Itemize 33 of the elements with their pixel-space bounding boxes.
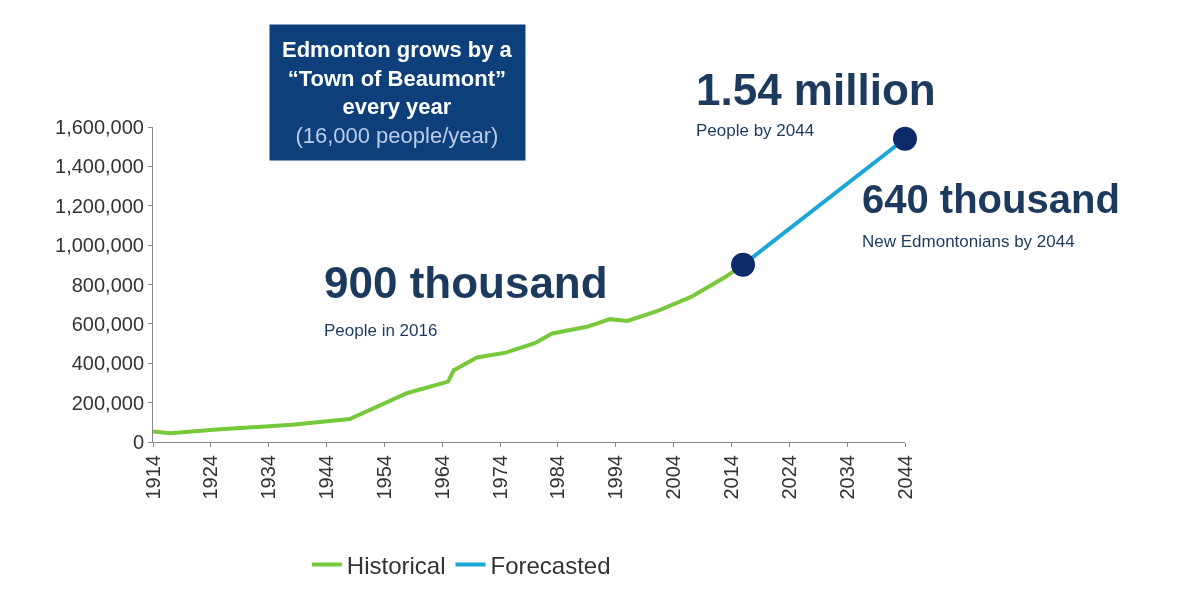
y-tick-label: 1,200,000 (55, 194, 144, 217)
x-tick-label: 1924 (199, 455, 222, 500)
x-tick-label: 2024 (777, 455, 800, 500)
y-tick-label: 1,400,000 (55, 155, 144, 178)
x-tick-label: 2014 (719, 455, 742, 500)
y-tick-label: 1,600,000 (55, 116, 144, 138)
annotation: New Edmontonians by 2044 (862, 232, 1075, 251)
x-tick-label: 1984 (546, 455, 569, 500)
x-tick-label: 2034 (835, 455, 858, 500)
x-tick-label: 1914 (141, 455, 164, 500)
y-tick-label: 200,000 (71, 391, 144, 414)
chart-subtitle: (16,000 people/year) (295, 122, 499, 148)
annotation: 640 thousand (862, 177, 1120, 221)
annotation: People by 2044 (696, 121, 815, 140)
y-tick-label: 600,000 (71, 312, 144, 335)
annotation: People in 2016 (324, 321, 438, 340)
y-tick-label: 1,000,000 (55, 234, 144, 257)
x-tick-label: 1934 (257, 455, 280, 500)
x-tick-label: 1974 (488, 455, 511, 500)
x-tick-label: 1994 (604, 455, 627, 500)
x-tick-label: 2004 (662, 455, 685, 500)
legend-label: Historical (346, 551, 446, 579)
x-tick-label: 1944 (315, 455, 338, 500)
annotation: 900 thousand (324, 258, 608, 307)
x-tick-label: 1964 (430, 455, 453, 500)
text: 1.54 million (696, 65, 936, 114)
legend-label: Forecasted (490, 551, 611, 579)
x-tick-label: 2044 (893, 455, 916, 500)
y-tick-label: 400,000 (71, 352, 144, 375)
y-tick-label: 0 (132, 431, 144, 453)
x-tick-label: 1954 (372, 455, 395, 500)
y-tick-label: 800,000 (71, 273, 144, 296)
chart-title: Edmonton grows by a “Town of Beaumont” every year (282, 37, 513, 120)
